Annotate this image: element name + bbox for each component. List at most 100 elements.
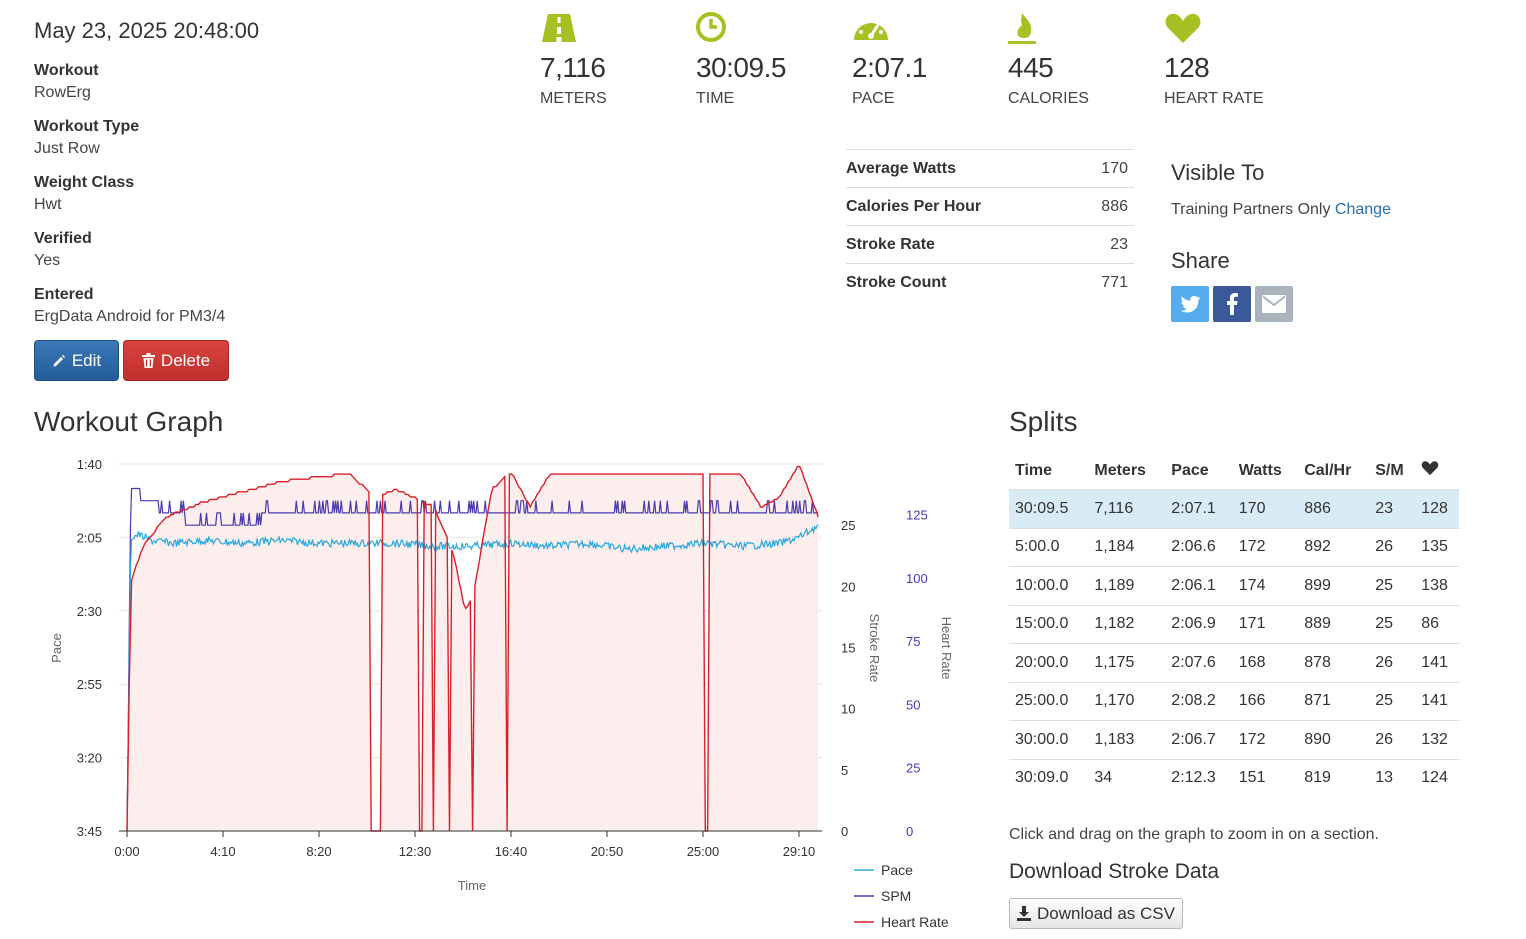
col-time: Time xyxy=(1015,461,1053,479)
split-cell: 2:06.1 xyxy=(1165,566,1233,605)
legend-pace: Pace xyxy=(881,862,913,878)
split-cell: 819 xyxy=(1298,758,1370,797)
split-row: 25:00.0 1,170 2:08.2 166 871 25 141 xyxy=(1009,681,1459,721)
heart-icon xyxy=(1165,13,1201,43)
y-tick-pace: 3:20 xyxy=(77,751,102,766)
stat-value: 7,116 xyxy=(540,52,606,83)
y-tick-pace: 1:40 xyxy=(77,457,102,472)
split-cell: 899 xyxy=(1298,566,1370,605)
splits-table: Time Meters Pace Watts Cal/Hr S/M 30:09.… xyxy=(1009,452,1459,797)
heart-rate-area xyxy=(127,466,819,831)
split-cell: 86 xyxy=(1415,604,1459,644)
split-cell: 25:00.0 xyxy=(1009,681,1089,721)
col-heart-rate xyxy=(1415,452,1459,490)
visibility-setting: Training Partners Only Change xyxy=(1171,201,1391,219)
summary-label: Average Watts xyxy=(846,149,1078,188)
delete-button[interactable]: Delete xyxy=(123,340,229,381)
split-cell: 172 xyxy=(1232,527,1299,567)
split-cell: 892 xyxy=(1298,527,1370,567)
split-cell: 2:06.7 xyxy=(1165,720,1233,759)
change-visibility-link[interactable]: Change xyxy=(1334,201,1391,218)
x-tick: 12:30 xyxy=(399,844,432,859)
detail-weight-class: Weight Class Hwt xyxy=(34,174,225,230)
stat-value: 2:07.1 xyxy=(852,52,927,83)
split-cell: 25 xyxy=(1369,681,1416,721)
split-cell: 168 xyxy=(1232,643,1299,682)
detail-value: ErgData Android for PM3/4 xyxy=(34,308,226,325)
x-tick: 4:10 xyxy=(210,844,235,859)
y-tick-pace: 2:30 xyxy=(77,604,102,619)
y-tick-heart-rate: 100 xyxy=(906,571,928,586)
summary-label: Stroke Rate xyxy=(846,225,1078,264)
x-tick: 16:40 xyxy=(495,844,528,859)
flame-icon xyxy=(1008,13,1036,44)
stat-time: 30:09.5 TIME xyxy=(696,10,836,108)
splits-heading: Splits xyxy=(1009,406,1078,437)
detail-label: Weight Class xyxy=(34,174,135,191)
split-cell: 2:07.1 xyxy=(1165,489,1233,528)
y-tick-heart-rate: 25 xyxy=(906,761,920,776)
download-csv-button[interactable]: Download as CSV xyxy=(1009,898,1183,929)
y-tick-heart-rate: 50 xyxy=(906,697,920,712)
summary-value: 23 xyxy=(1077,225,1134,264)
split-row: 30:09.5 7,116 2:07.1 170 886 23 128 xyxy=(1009,489,1459,528)
stat-label: CALORIES xyxy=(1008,90,1089,107)
summary-row: Stroke Count 771 xyxy=(846,263,1134,301)
x-tick: 8:20 xyxy=(306,844,331,859)
detail-label: Entered xyxy=(34,286,94,303)
split-cell: 135 xyxy=(1415,527,1459,567)
detail-workout-type: Workout Type Just Row xyxy=(34,118,225,174)
summary-label: Stroke Count xyxy=(846,263,1078,301)
detail-verified: Verified Yes xyxy=(34,230,225,286)
facebook-share-button[interactable] xyxy=(1213,286,1251,322)
split-cell: 15:00.0 xyxy=(1009,604,1089,644)
x-tick: 29:10 xyxy=(783,844,816,859)
split-cell: 30:09.0 xyxy=(1009,758,1089,797)
workout-graph[interactable]: 1:40 2:05 2:30 2:55 3:20 3:45 0 5 10 15 20 25 0 25 50 7… xyxy=(34,450,964,939)
split-cell: 124 xyxy=(1415,758,1459,797)
stat-value: 445 xyxy=(1008,52,1054,83)
split-cell: 1,189 xyxy=(1088,566,1166,605)
y-axis-label-heart-rate: Heart Rate xyxy=(939,617,954,680)
legend-heart-rate: Heart Rate xyxy=(881,914,949,930)
summary-row: Average Watts 170 xyxy=(846,149,1134,188)
speedometer-icon xyxy=(854,17,888,40)
y-tick-pace: 2:55 xyxy=(77,677,102,692)
twitter-share-button[interactable] xyxy=(1171,286,1209,322)
y-tick-stroke-rate: 0 xyxy=(841,824,848,839)
split-row: 20:00.0 1,175 2:07.6 168 878 26 141 xyxy=(1009,643,1459,682)
split-cell: 166 xyxy=(1232,681,1299,721)
split-cell: 128 xyxy=(1415,489,1459,528)
split-cell: 1,182 xyxy=(1088,604,1166,644)
split-cell: 20:00.0 xyxy=(1009,643,1089,682)
detail-entered: Entered ErgData Android for PM3/4 xyxy=(34,286,225,342)
detail-value: Yes xyxy=(34,252,61,269)
edit-button[interactable]: Edit xyxy=(34,340,119,381)
road-icon xyxy=(542,14,576,42)
y-tick-pace: 2:05 xyxy=(77,530,102,545)
splits-header-row: Time Meters Pace Watts Cal/Hr S/M xyxy=(1009,452,1459,490)
split-row: 30:00.0 1,183 2:06.7 172 890 26 132 xyxy=(1009,720,1459,759)
summary-value: 886 xyxy=(1077,187,1134,226)
split-cell: 141 xyxy=(1415,643,1459,682)
graph-legend: Pace SPM Heart Rate xyxy=(854,862,949,930)
split-cell: 2:06.6 xyxy=(1165,527,1233,567)
split-cell: 174 xyxy=(1232,566,1299,605)
split-cell: 30:09.5 xyxy=(1009,489,1089,528)
visibility-value: Training Partners Only xyxy=(1171,201,1331,218)
split-cell: 25 xyxy=(1369,604,1416,644)
split-cell: 10:00.0 xyxy=(1009,566,1089,605)
split-cell: 172 xyxy=(1232,720,1299,759)
split-cell: 1,170 xyxy=(1088,681,1166,721)
split-cell: 2:06.9 xyxy=(1165,604,1233,644)
split-cell: 26 xyxy=(1369,643,1416,682)
detail-value: RowErg xyxy=(34,84,91,101)
split-row: 5:00.0 1,184 2:06.6 172 892 26 135 xyxy=(1009,527,1459,567)
split-cell: 132 xyxy=(1415,720,1459,759)
split-cell: 890 xyxy=(1298,720,1370,759)
x-tick: 20:50 xyxy=(591,844,624,859)
split-row: 10:00.0 1,189 2:06.1 174 899 25 138 xyxy=(1009,566,1459,605)
split-cell: 878 xyxy=(1298,643,1370,682)
email-share-button[interactable] xyxy=(1255,286,1293,322)
y-tick-stroke-rate: 15 xyxy=(841,641,855,656)
